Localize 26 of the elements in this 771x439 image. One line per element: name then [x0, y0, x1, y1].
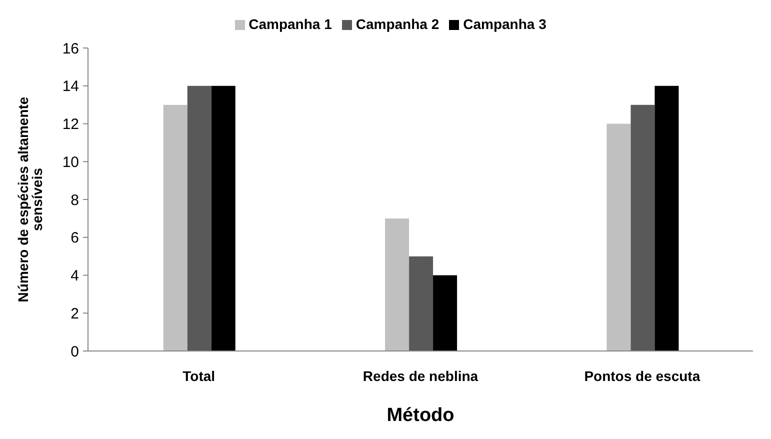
bar: [187, 86, 212, 351]
y-tick-label: 14: [62, 78, 79, 96]
bar: [654, 86, 679, 351]
bar: [630, 104, 655, 351]
y-tick-label: 0: [70, 343, 79, 360]
y-tick-label: 8: [70, 192, 79, 209]
bar: [211, 86, 236, 351]
x-tick-label: Total: [182, 368, 216, 384]
bar: [163, 104, 188, 351]
x-tick-label: Pontos de escuta: [584, 368, 700, 384]
x-axis-title: Método: [386, 405, 454, 426]
bar: [409, 256, 434, 351]
y-tick-label: 2: [70, 305, 79, 322]
y-tick-label: 10: [62, 154, 79, 171]
y-tick-label: 16: [62, 40, 79, 58]
legend-label: Campanha 1: [248, 16, 332, 32]
y-axis-title: Número de espécies altamente sensíveis: [14, 96, 45, 302]
y-tick-label: 12: [62, 116, 79, 134]
legend-label: Campanha 3: [463, 16, 546, 32]
y-tick-label: 4: [70, 268, 79, 285]
bar: [433, 275, 458, 351]
y-tick-label: 6: [70, 230, 79, 247]
legend-label: Campanha 2: [356, 16, 440, 32]
x-tick-label: Redes de neblina: [362, 368, 478, 384]
bar: [385, 218, 410, 351]
bar: [606, 124, 631, 351]
